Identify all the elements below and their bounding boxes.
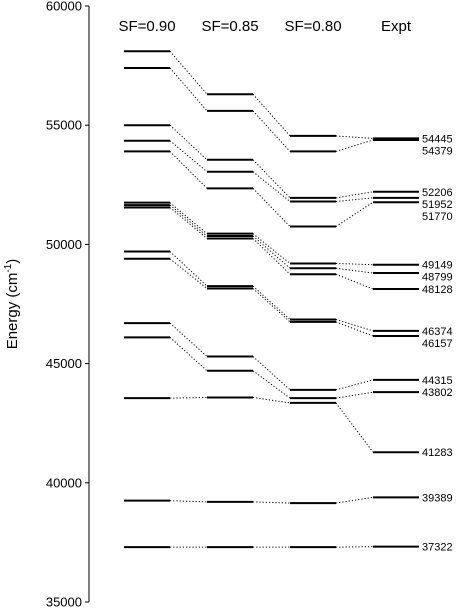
level-connector xyxy=(252,370,291,399)
level-connector xyxy=(252,188,291,227)
level-connector xyxy=(335,391,374,399)
expt-value-label: 51952 xyxy=(422,199,453,211)
level-connector xyxy=(169,258,208,289)
level-connector xyxy=(169,500,208,503)
level-connector xyxy=(252,233,291,264)
y-axis-label-text: Energy (cm xyxy=(4,273,21,350)
level-connector xyxy=(169,124,208,161)
level-connector xyxy=(252,159,291,199)
level-connector xyxy=(335,496,374,504)
level-connector xyxy=(169,337,208,372)
level-connector xyxy=(169,251,208,287)
column-header: Expt xyxy=(381,18,412,35)
level-connector xyxy=(169,204,208,237)
expt-value-label: 54379 xyxy=(422,145,453,157)
level-connector xyxy=(169,207,208,239)
level-connector xyxy=(169,140,208,173)
level-connector xyxy=(252,171,291,202)
level-connector xyxy=(169,202,208,235)
level-connector xyxy=(335,321,374,337)
expt-value-label: 48799 xyxy=(422,272,453,284)
level-connector xyxy=(335,139,374,152)
y-tick-label: 40000 xyxy=(46,475,82,490)
level-connector xyxy=(252,396,291,404)
y-tick-label: 60000 xyxy=(46,0,82,14)
level-connector xyxy=(335,135,374,139)
y-axis-label: Energy (cm-1) xyxy=(3,259,21,350)
y-tick-label: 45000 xyxy=(46,356,82,371)
level-connector xyxy=(252,238,291,275)
expt-value-label: 39389 xyxy=(422,492,453,504)
level-connector xyxy=(252,93,291,137)
level-connector xyxy=(335,201,374,227)
expt-value-label: 54445 xyxy=(422,133,453,145)
column-header: SF=0.80 xyxy=(284,18,341,35)
level-connector xyxy=(335,319,374,332)
level-connector xyxy=(252,288,291,323)
level-connector xyxy=(335,197,374,202)
expt-value-label: 51770 xyxy=(422,211,453,223)
expt-value-label: 44315 xyxy=(422,375,453,387)
y-tick-label: 35000 xyxy=(46,595,82,608)
column-header: SF=0.85 xyxy=(201,18,258,35)
expt-value-label: 46157 xyxy=(422,338,453,350)
y-tick-label: 50000 xyxy=(46,237,82,252)
level-connector xyxy=(335,267,374,274)
level-connector xyxy=(169,396,208,399)
level-connector xyxy=(335,379,374,391)
expt-value-label: 37322 xyxy=(422,542,453,554)
expt-value-label: 49149 xyxy=(422,260,453,272)
level-connector xyxy=(169,50,208,95)
expt-value-label: 48128 xyxy=(422,284,453,296)
level-connector xyxy=(169,151,208,189)
expt-value-label: 52206 xyxy=(422,187,453,199)
level-connector xyxy=(335,546,374,548)
expt-value-label: 43802 xyxy=(422,387,453,399)
level-connector xyxy=(252,235,291,269)
level-connector xyxy=(335,191,374,199)
y-tick-label: 55000 xyxy=(46,118,82,133)
level-connector xyxy=(169,322,208,357)
y-axis-label-close: ) xyxy=(4,259,21,264)
level-connector xyxy=(335,402,374,453)
level-connector xyxy=(335,273,374,290)
y-axis-label-superscript: -1 xyxy=(3,263,14,272)
level-connector xyxy=(252,501,291,504)
level-connector xyxy=(169,67,208,112)
expt-value-label: 46374 xyxy=(422,326,453,338)
level-connector xyxy=(252,110,291,152)
level-connector xyxy=(335,262,374,266)
expt-value-label: 41283 xyxy=(422,447,453,459)
column-header: SF=0.90 xyxy=(118,18,175,35)
level-connector xyxy=(252,285,291,320)
